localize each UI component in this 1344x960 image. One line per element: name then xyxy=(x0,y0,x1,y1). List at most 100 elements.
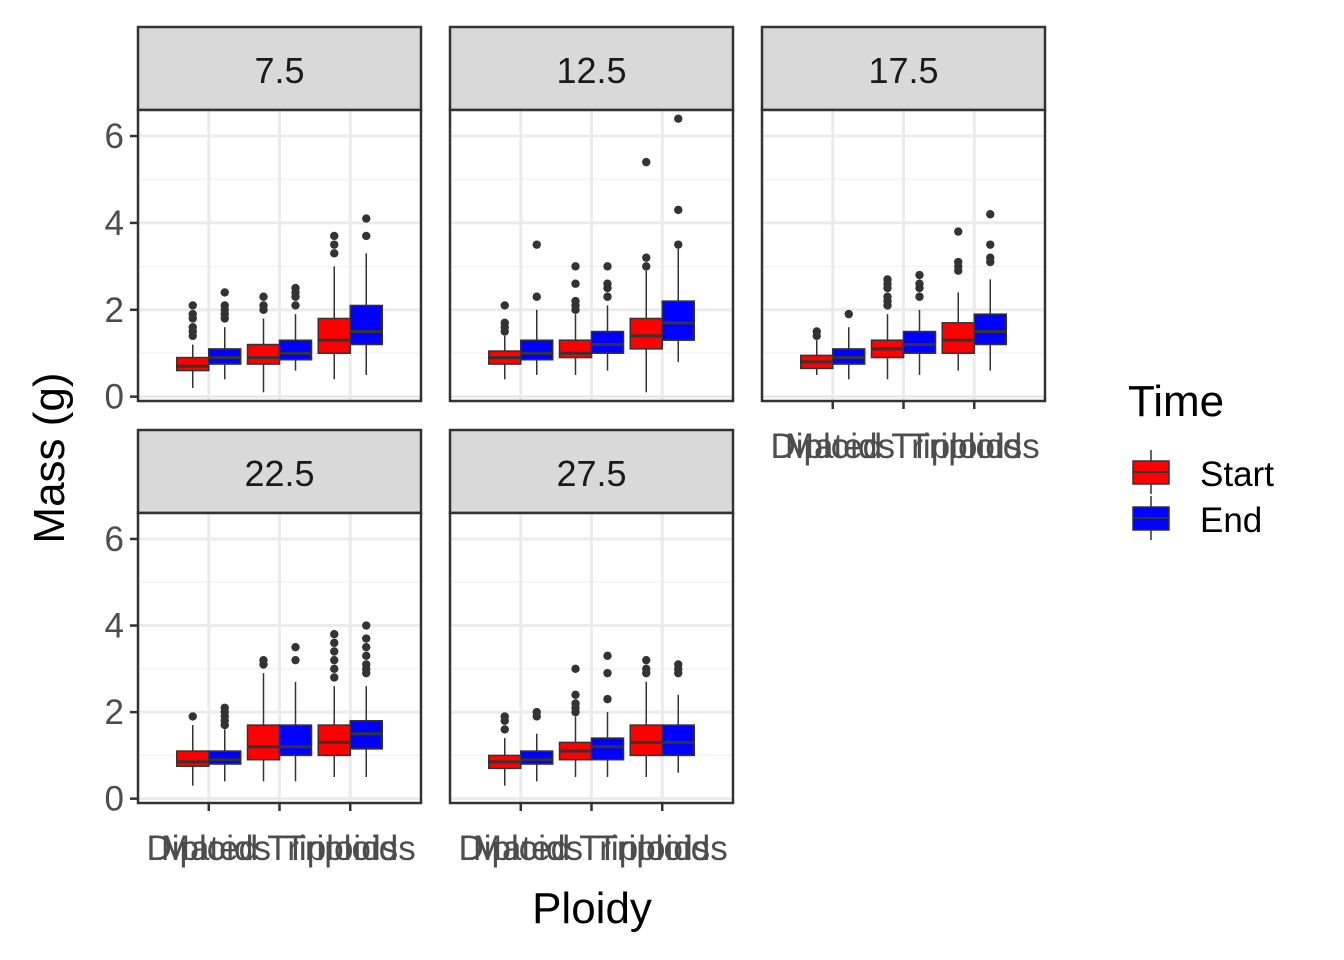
box-group xyxy=(208,703,242,782)
box-group xyxy=(661,660,695,773)
outlier-point xyxy=(330,673,339,682)
outlier-point xyxy=(362,642,371,652)
box xyxy=(176,750,210,767)
outlier-point xyxy=(915,270,924,280)
outlier-point xyxy=(330,231,339,241)
panel-border xyxy=(136,108,423,403)
box-group xyxy=(317,629,351,778)
outlier-point xyxy=(500,318,509,328)
x-tick-label: Triploids xyxy=(285,829,416,868)
outlier-point xyxy=(220,703,229,712)
outlier-point xyxy=(259,655,268,665)
box xyxy=(278,724,313,757)
box-group xyxy=(973,210,1007,371)
outlier-point xyxy=(291,655,300,665)
y-tick-label: 6 xyxy=(105,520,124,559)
outlier-point xyxy=(188,301,197,310)
x-tick-label: Triploids xyxy=(597,829,728,868)
box xyxy=(317,317,351,354)
box-group xyxy=(590,651,625,778)
y-tick-label: 2 xyxy=(105,693,124,732)
outlier-point xyxy=(188,712,197,721)
box-group xyxy=(278,642,313,782)
outlier-point xyxy=(362,660,371,669)
facet-strip-label: 7.5 xyxy=(254,50,304,91)
box xyxy=(941,322,975,354)
box-group xyxy=(520,240,554,375)
box-group xyxy=(246,292,281,393)
outlier-point xyxy=(362,214,371,223)
box xyxy=(176,356,210,372)
outlier-point xyxy=(362,651,371,661)
x-tick-label: Mated Triploids xyxy=(785,427,1022,466)
outlier-point xyxy=(571,699,580,708)
outlier-point xyxy=(954,227,963,236)
outlier-point xyxy=(915,279,924,288)
x-tick-label: Mated Triploids xyxy=(473,829,710,868)
facet-strip xyxy=(448,25,735,112)
outlier-point xyxy=(500,725,509,734)
outlier-point xyxy=(674,205,683,215)
x-tick-label: Diploids xyxy=(459,829,584,868)
outlier-point xyxy=(642,157,651,167)
x-tick-label: Mated Triploids xyxy=(161,829,398,868)
box xyxy=(246,724,281,761)
box xyxy=(590,330,625,354)
outlier-point xyxy=(603,668,612,678)
box-group xyxy=(800,327,834,375)
box xyxy=(349,304,383,346)
box xyxy=(973,313,1007,346)
outlier-point xyxy=(500,712,509,721)
outlier-point xyxy=(603,262,612,271)
outlier-point xyxy=(642,262,651,271)
box-group xyxy=(629,655,663,778)
box xyxy=(629,317,663,350)
box-group xyxy=(902,270,937,375)
outlier-point xyxy=(603,279,612,288)
outlier-point xyxy=(954,257,963,267)
box-group xyxy=(590,262,625,371)
facet-strip-label: 12.5 xyxy=(556,50,626,91)
legend-item: Start xyxy=(1132,450,1274,494)
box-group xyxy=(176,301,210,388)
facet-strip-label: 17.5 xyxy=(868,50,938,91)
outlier-point xyxy=(330,629,339,639)
box-group xyxy=(661,114,695,362)
outlier-point xyxy=(259,292,268,301)
y-tick-label: 4 xyxy=(105,204,124,243)
outlier-point xyxy=(603,651,612,661)
outlier-point xyxy=(500,301,509,310)
outlier-point xyxy=(362,634,371,643)
facet-panel: 12.5 xyxy=(448,25,735,403)
box-group xyxy=(941,227,975,371)
outlier-point xyxy=(220,301,229,310)
x-tick-label: Diploids xyxy=(147,829,272,868)
outlier-point xyxy=(674,240,683,249)
box xyxy=(558,339,593,359)
outlier-point xyxy=(571,690,580,699)
y-axis-title: Mass (g) xyxy=(25,372,74,543)
outlier-point xyxy=(915,292,924,301)
outlier-point xyxy=(330,647,339,656)
box-group xyxy=(558,664,593,778)
legend-item: End xyxy=(1132,496,1262,540)
outlier-point xyxy=(674,660,683,669)
outlier-point xyxy=(330,664,339,674)
panel-border xyxy=(448,108,735,403)
box-group xyxy=(246,655,281,782)
box xyxy=(278,339,313,361)
legend: Time Start End xyxy=(1128,377,1274,540)
legend-label: End xyxy=(1200,501,1262,540)
facet-panel: 7.5 0 2 4 6 xyxy=(105,25,423,417)
legend-title: Time xyxy=(1128,377,1224,426)
outlier-point xyxy=(291,283,300,293)
outlier-point xyxy=(330,638,339,648)
outlier-point xyxy=(674,114,683,123)
outlier-point xyxy=(844,309,853,319)
box-group xyxy=(208,288,242,380)
box xyxy=(246,343,281,365)
y-tick-label: 4 xyxy=(105,607,124,646)
